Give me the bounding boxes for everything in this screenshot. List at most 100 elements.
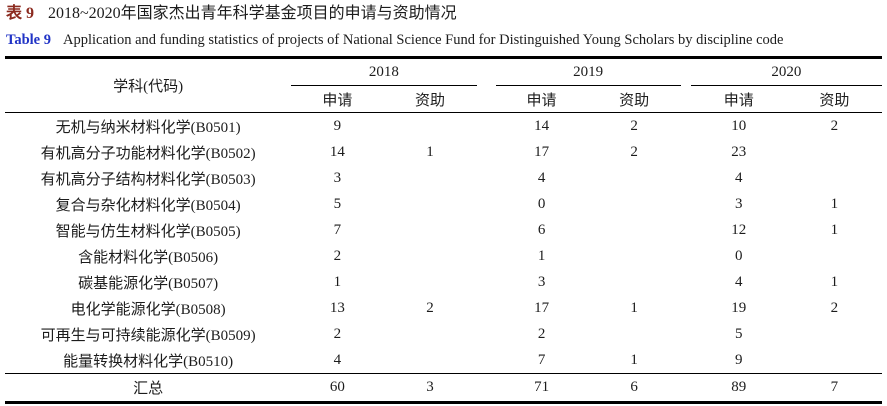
cell-2018-fund: [383, 113, 476, 140]
cell-2019-fund: [588, 321, 681, 347]
cell-2020-apply: 19: [731, 299, 747, 316]
cell-2019-fund: 1: [630, 299, 638, 316]
cell-2018-apply: 3: [333, 169, 342, 186]
table-row: 含能材料化学(B0506) 2 1 0: [5, 243, 882, 269]
cell-2020-apply: 10: [731, 117, 747, 134]
cell-2020-apply: 9: [735, 351, 743, 368]
year-header-2020: 2020: [690, 57, 882, 86]
column-gap: [681, 269, 691, 295]
column-gap: [477, 295, 496, 321]
row-label: 碳基能源化学(B0507): [78, 275, 219, 292]
table-row: 可再生与可持续能源化学(B0509) 2 2 5: [5, 321, 882, 347]
cell-2018-apply: 7: [333, 221, 342, 238]
cell-2018-apply: 2: [333, 325, 342, 342]
table-caption-en-label: Table 9: [6, 32, 51, 48]
column-gap: [681, 347, 691, 374]
table-row: 有机高分子结构材料化学(B0503) 3 4 4: [5, 165, 882, 191]
cell-2019-apply: 14: [534, 117, 550, 134]
cell-2018-fund: [383, 347, 476, 374]
row-label: 智能与仿生材料化学(B0505): [55, 223, 241, 240]
cell-2019-apply: 0: [537, 195, 546, 212]
column-gap: [681, 113, 691, 140]
table-row: 智能与仿生材料化学(B0505) 7 6 12 1: [5, 217, 882, 243]
column-gap: [681, 58, 691, 86]
table-row: 有机高分子功能材料化学(B0502) 14 1 17 2 23: [5, 139, 882, 165]
column-gap: [681, 165, 691, 191]
cell-2019-apply: 2: [537, 325, 546, 342]
column-gap: [477, 113, 496, 140]
table-row: 能量转换材料化学(B0510) 4 7 1 9: [5, 347, 882, 374]
cell-2020-fund: [787, 139, 882, 165]
cell-2020-apply: 3: [735, 195, 743, 212]
table-row: 碳基能源化学(B0507) 1 3 4 1: [5, 269, 882, 295]
total-2018-apply: 60: [291, 373, 384, 403]
cell-2018-fund: [383, 269, 476, 295]
table-caption-en: Table 9 Application and funding statistic…: [6, 31, 783, 49]
cell-2020-apply: 23: [731, 143, 747, 160]
cell-2020-fund: 2: [830, 299, 839, 316]
cell-2018-fund: [383, 243, 476, 269]
column-gap: [681, 191, 691, 217]
row-label: 有机高分子功能材料化学(B0502): [40, 145, 256, 162]
cell-2020-fund: [787, 347, 882, 374]
cell-2019-fund: 2: [630, 143, 638, 160]
table-row: 无机与纳米材料化学(B0501) 9 14 2 10 2: [5, 113, 882, 140]
year-header-2018: 2018: [291, 57, 477, 86]
table-caption-zh-label: 表 9: [6, 5, 35, 22]
cell-2019-fund: [588, 243, 681, 269]
cell-2018-fund: [383, 191, 476, 217]
column-gap: [680, 373, 691, 403]
cell-2020-fund: [787, 243, 882, 269]
cell-2018-apply: 13: [329, 299, 345, 316]
column-gap: [477, 321, 496, 347]
cell-2020-fund: 1: [830, 273, 839, 290]
cell-2020-fund: [787, 165, 882, 191]
column-gap: [681, 295, 691, 321]
header-sub-row: 申请 资助 申请 资助 申请 资助: [5, 85, 882, 113]
table-row: 复合与杂化材料化学(B0504) 5 0 3 1: [5, 191, 882, 217]
cell-2020-fund: 2: [830, 117, 839, 134]
column-gap: [680, 85, 691, 113]
row-label: 无机与纳米材料化学(B0501): [55, 119, 241, 136]
column-gap: [477, 165, 496, 191]
column-gap: [681, 321, 691, 347]
cell-2018-apply: 14: [329, 143, 345, 160]
cell-2020-apply: 5: [735, 325, 743, 342]
cell-2019-fund: [588, 191, 681, 217]
subheader-2019-fund: 资助: [587, 85, 681, 113]
cell-2018-apply: 1: [333, 273, 342, 290]
subheader-2020-fund: 资助: [786, 85, 882, 113]
cell-2020-apply: 12: [731, 221, 747, 238]
subheader-2020-apply: 申请: [690, 85, 787, 113]
cell-2018-fund: [383, 321, 476, 347]
column-gap: [681, 243, 691, 269]
column-gap: [477, 139, 496, 165]
subheader-2018-apply: 申请: [291, 85, 384, 113]
cell-2019-apply: 1: [537, 247, 546, 264]
cell-2019-fund: 2: [630, 117, 638, 134]
total-label: 汇总: [5, 373, 292, 403]
year-header-2019: 2019: [495, 57, 681, 86]
column-gap: [477, 243, 496, 269]
total-2020-apply: 89: [690, 373, 787, 403]
cell-2019-fund: [588, 269, 681, 295]
column-gap: [476, 85, 496, 113]
discipline-column-header: 学科(代码): [5, 57, 292, 113]
header-year-row: 学科(代码) 2018 2019 2020: [5, 57, 882, 113]
column-gap: [477, 58, 496, 86]
row-label: 有机高分子结构材料化学(B0503): [40, 171, 256, 188]
cell-2019-apply: 3: [537, 273, 546, 290]
statistics-table: 学科(代码) 2018 2019 2020 申请 资助 申请 资助 申请 资助 …: [5, 56, 882, 404]
cell-2018-fund: 2: [426, 299, 434, 316]
cell-2018-apply: 4: [333, 351, 342, 368]
cell-2018-apply: 2: [333, 247, 342, 264]
cell-2018-apply: 5: [333, 195, 342, 212]
row-label: 电化学能源化学(B0508): [70, 301, 226, 318]
cell-2020-apply: 4: [735, 273, 743, 290]
table-caption-zh-title: 2018~2020年国家杰出青年科学基金项目的申请与资助情况: [48, 5, 457, 22]
subheader-2019-apply: 申请: [495, 85, 588, 113]
row-label: 含能材料化学(B0506): [78, 249, 219, 266]
column-gap: [476, 373, 496, 403]
total-2018-fund: 3: [383, 373, 477, 403]
cell-2020-fund: 1: [830, 195, 839, 212]
